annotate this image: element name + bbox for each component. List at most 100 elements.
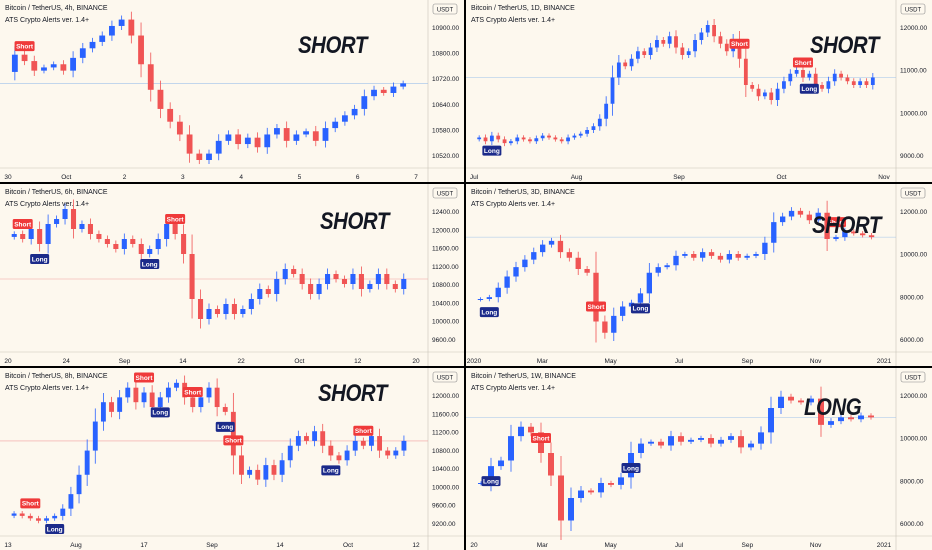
candle	[604, 103, 609, 119]
candle	[263, 465, 269, 480]
candle	[762, 92, 767, 97]
short-signal-marker: Short	[134, 372, 155, 383]
candle	[401, 440, 407, 451]
candle	[818, 398, 824, 425]
candle	[708, 438, 714, 444]
candle	[76, 474, 82, 495]
indicator-label: ATS Crypto Alerts ver. 1.4+	[471, 17, 556, 24]
candle	[341, 115, 348, 122]
short-signal-marker: Short	[223, 435, 244, 446]
candle	[369, 436, 374, 446]
candle	[528, 426, 534, 433]
chart-title: Bitcoin / TetherUS, 1W, BINANCE	[471, 373, 576, 380]
candle	[109, 402, 114, 412]
candle	[528, 139, 532, 142]
marker-label: Long	[323, 468, 339, 475]
candle	[845, 77, 850, 82]
marker-label: Short	[355, 428, 373, 435]
signal-label: SHORT	[318, 380, 387, 407]
y-tick-label: 10520.00	[432, 153, 459, 160]
marker-label: Short	[136, 375, 154, 382]
x-tick-label: Jul	[675, 358, 684, 365]
candle	[718, 36, 723, 44]
x-tick-label: Oct	[343, 542, 353, 549]
candle	[60, 64, 67, 71]
candle	[668, 436, 674, 446]
candle	[31, 61, 38, 71]
candle	[52, 515, 58, 519]
x-tick-label: Nov	[878, 174, 890, 181]
chart-title: Bitcoin / TetherUS, 6h, BINANCE	[5, 189, 108, 196]
currency-badge[interactable]	[900, 187, 926, 199]
candle	[568, 498, 574, 521]
candle	[351, 108, 358, 116]
candle	[341, 279, 348, 284]
x-tick-label: 30	[4, 174, 12, 181]
candle	[868, 235, 875, 238]
candle	[483, 137, 488, 142]
y-tick-label: 10580.00	[432, 127, 459, 134]
x-tick-label: 6	[356, 174, 360, 181]
candle	[96, 234, 102, 239]
candle	[488, 466, 494, 483]
x-tick-label: Oct	[61, 174, 71, 181]
y-tick-label: 8000.00	[900, 294, 924, 301]
candle	[141, 392, 147, 403]
candle	[41, 67, 47, 71]
currency-badge[interactable]	[432, 187, 458, 199]
candle	[117, 397, 123, 412]
candle	[100, 402, 106, 422]
candle	[726, 254, 732, 260]
y-tick-label: 10400.00	[432, 466, 459, 473]
candle	[547, 135, 551, 138]
currency-badge[interactable]	[432, 3, 458, 15]
y-tick-label: 11600.00	[432, 246, 459, 253]
candle	[566, 137, 570, 142]
indicator-label: ATS Crypto Alerts ver. 1.4+	[5, 201, 90, 208]
long-signal-marker: Long	[482, 145, 502, 156]
x-tick-label: 5	[298, 174, 302, 181]
y-tick-label: 12000.00	[900, 209, 927, 216]
candle	[566, 252, 572, 258]
chart-panel-2: 12000.00 11000.00 10000.00 9000.00 USDT Jul Au…	[466, 0, 932, 182]
candle	[758, 432, 764, 444]
candle	[223, 304, 229, 314]
candle	[864, 81, 869, 85]
candle	[858, 81, 863, 85]
x-tick-label: Jul	[675, 542, 684, 549]
y-tick-label: 10640.00	[432, 102, 459, 109]
currency-badge[interactable]	[900, 371, 926, 383]
candle	[678, 436, 684, 442]
candle	[540, 135, 545, 139]
candle	[371, 89, 377, 97]
candle	[157, 89, 164, 109]
candle	[254, 137, 261, 148]
y-tick-label: 9200.00	[432, 521, 456, 528]
candle	[750, 85, 755, 89]
x-tick-label: 20	[470, 542, 478, 549]
candle	[312, 431, 318, 441]
candle	[661, 40, 666, 44]
panel-divider	[464, 0, 466, 550]
candle	[255, 469, 261, 480]
candle	[728, 436, 734, 440]
marker-label: Long	[623, 465, 639, 472]
candle	[206, 153, 212, 160]
currency-badge[interactable]	[900, 3, 926, 15]
candle	[718, 439, 724, 444]
x-tick-label: 3	[181, 174, 185, 181]
currency-badge[interactable]	[432, 371, 458, 383]
candle	[28, 229, 34, 239]
y-tick-label: 11600.00	[432, 411, 459, 418]
indicator-label: ATS Crypto Alerts ver. 1.4+	[471, 201, 556, 208]
candle	[743, 58, 748, 85]
candle	[62, 209, 68, 219]
x-tick-label: 20	[4, 358, 12, 365]
candle	[225, 134, 232, 141]
candle	[206, 309, 212, 319]
candle	[174, 382, 179, 388]
y-tick-label: 12000.00	[900, 393, 927, 400]
candle	[753, 254, 759, 256]
candle	[686, 51, 691, 55]
long-signal-marker: Long	[481, 476, 501, 487]
